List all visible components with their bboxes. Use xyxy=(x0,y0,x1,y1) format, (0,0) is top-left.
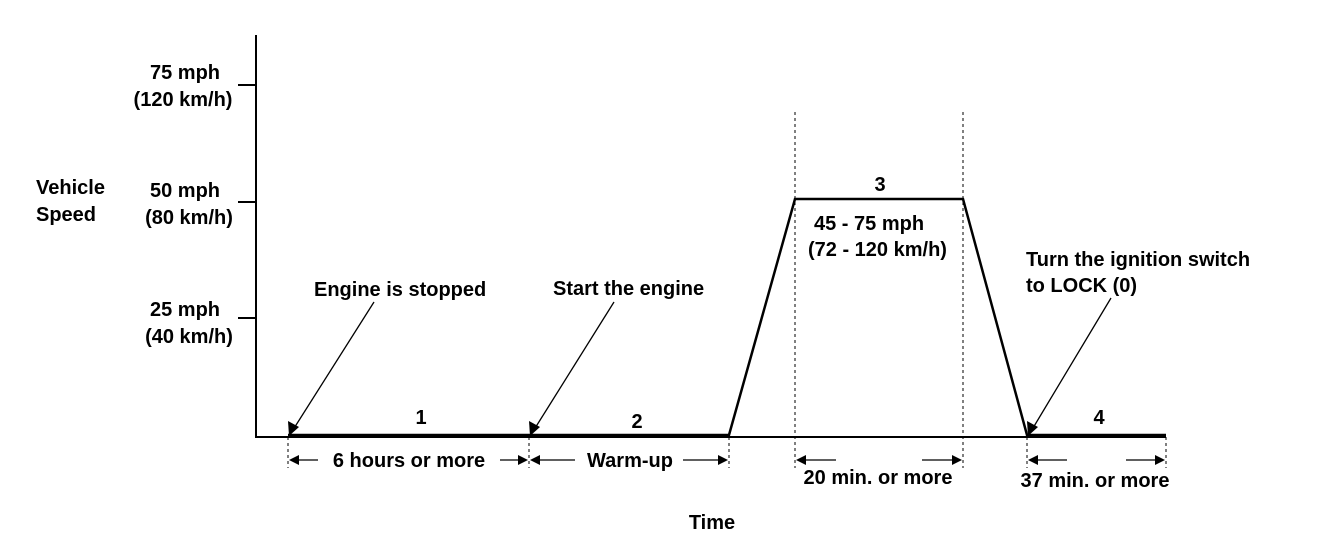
x-axis-label: Time xyxy=(689,512,735,534)
duration-cruise-arrow-left-head xyxy=(796,455,806,465)
step-number-4: 4 xyxy=(1093,407,1105,429)
duration-warmup-arrow-right-head xyxy=(718,455,728,465)
arrow-ignition-head xyxy=(1027,421,1038,436)
arrow-start-engine-head xyxy=(529,421,540,436)
y-axis-label-line1: Vehicle xyxy=(36,177,105,199)
annotation-speed-range-mph: 45 - 75 mph xyxy=(814,213,924,235)
y-tick-label-50-mph: 50 mph xyxy=(150,180,220,202)
speed-profile-line xyxy=(288,197,1166,437)
duration-stopped-label: 6 hours or more xyxy=(333,450,485,472)
y-tick-label-25-kmh: (40 km/h) xyxy=(145,326,233,348)
y-tick-label-75-mph: 75 mph xyxy=(150,62,220,84)
duration-final-arrow-left-head xyxy=(1028,455,1038,465)
arrow-start-engine-shaft xyxy=(531,301,615,434)
duration-final-label: 37 min. or more xyxy=(1021,470,1170,492)
duration-cruise-arrow-right-head xyxy=(952,455,962,465)
arrow-engine-stopped-shaft xyxy=(290,301,375,434)
duration-final-arrow-right-head xyxy=(1155,455,1165,465)
y-tick-label-25-mph: 25 mph xyxy=(150,299,220,321)
duration-warmup-arrow-left-head xyxy=(530,455,540,465)
step-number-2: 2 xyxy=(631,411,642,433)
duration-stopped-arrow-right-head xyxy=(518,455,528,465)
annotation-engine-stopped: Engine is stopped xyxy=(314,279,486,301)
duration-stopped-arrow-left-head xyxy=(289,455,299,465)
duration-cruise-label: 20 min. or more xyxy=(804,467,953,489)
annotation-ignition-line2: to LOCK (0) xyxy=(1026,275,1137,297)
y-tick-label-50-kmh: (80 km/h) xyxy=(145,207,233,229)
arrow-ignition-shaft xyxy=(1029,297,1112,434)
step-number-3: 3 xyxy=(874,174,885,196)
y-tick-label-75-kmh: (120 km/h) xyxy=(134,89,233,111)
step-number-1: 1 xyxy=(415,407,426,429)
annotation-speed-range-kmh: (72 - 120 km/h) xyxy=(808,239,947,261)
y-axis-label-line2: Speed xyxy=(36,204,96,226)
annotation-ignition-line1: Turn the ignition switch xyxy=(1026,249,1250,271)
duration-warmup-label: Warm-up xyxy=(587,450,673,472)
arrow-engine-stopped-head xyxy=(288,421,299,436)
annotation-start-engine: Start the engine xyxy=(553,278,704,300)
